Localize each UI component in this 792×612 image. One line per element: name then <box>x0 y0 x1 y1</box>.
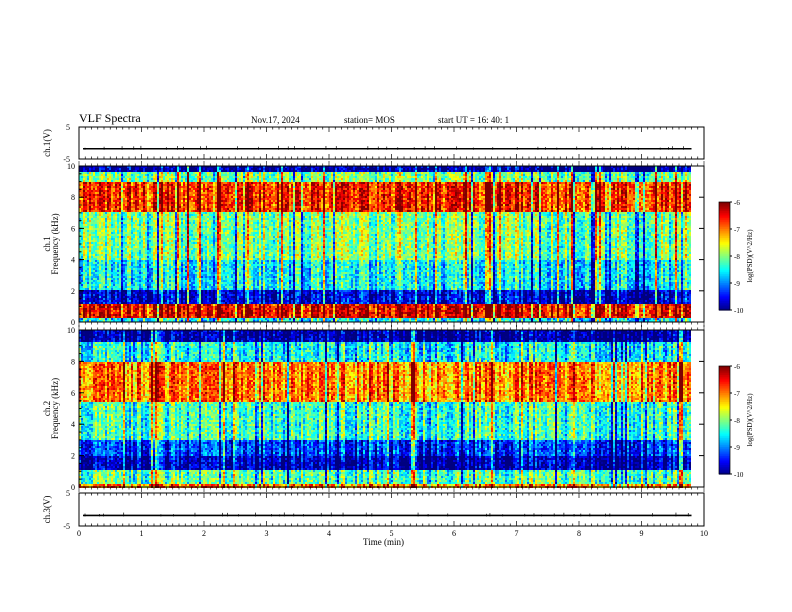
x-tick-label: 10 <box>700 529 708 538</box>
ch1-waveform-ytick: -5 <box>63 155 70 164</box>
ch2-colorbar-tick: -10 <box>734 471 744 479</box>
x-tick-label: 0 <box>77 529 81 538</box>
ch2-ytick-label: 6 <box>71 389 75 398</box>
ch1-colorbar-tick: -10 <box>734 307 744 315</box>
x-tick-label: 1 <box>140 529 144 538</box>
ch1-waveform-label: ch.1(V) <box>42 129 52 157</box>
ch1-ytick-label: 4 <box>71 256 75 265</box>
x-tick-label: 4 <box>327 529 331 538</box>
station-label: station= MOS <box>344 115 395 125</box>
x-tick-label: 5 <box>390 529 394 538</box>
date-label: Nov.17, 2024 <box>251 115 300 125</box>
ch2-ytick-label: 0 <box>71 483 75 492</box>
ch1-channel-label: ch.1 <box>42 236 52 251</box>
ch2-channel-label: ch.2 <box>42 401 52 416</box>
ch1-colorbar-tick: -8 <box>734 253 740 261</box>
ch2-ytick-label: 10 <box>67 326 75 335</box>
ch1-frequency-axis-label: Frequency (kHz) <box>50 213 60 274</box>
spectrogram-ch1 <box>79 166 691 322</box>
ch1-colorbar-tick: -6 <box>734 199 740 207</box>
x-tick-label: 9 <box>640 529 644 538</box>
ch1-ytick-label: 8 <box>71 193 75 202</box>
ch3-waveform-ytick: 5 <box>66 489 70 498</box>
ch2-colorbar-tick: -7 <box>734 390 740 398</box>
ch1-waveform-ytick: 5 <box>66 123 70 132</box>
ch2-colorbar-tick: -9 <box>734 444 740 452</box>
ch3-waveform-label: ch.3(V) <box>42 496 52 524</box>
ch1-ytick-label: 2 <box>71 287 75 296</box>
ch2-frequency-axis-label: Frequency (kHz) <box>50 378 60 439</box>
spectrogram-ch2 <box>79 330 691 488</box>
chart-title: VLF Spectra <box>79 111 141 126</box>
ch1-ytick-label: 10 <box>67 162 75 171</box>
ch3-waveform-ytick: -5 <box>63 522 70 531</box>
ch2-colorbar-label: log(PSD)(V^2/Hz) <box>746 393 754 447</box>
ch2-colorbar <box>719 366 730 475</box>
x-axis-label: Time (min) <box>363 537 404 547</box>
ch2-ytick-label: 2 <box>71 452 75 461</box>
x-tick-label: 6 <box>452 529 456 538</box>
ch1-colorbar <box>719 202 730 311</box>
x-tick-label: 8 <box>577 529 581 538</box>
ch2-colorbar-tick: -6 <box>734 363 740 371</box>
ch1-colorbar-tick: -9 <box>734 280 740 288</box>
start-time-label: start UT = 16: 40: 1 <box>438 115 509 125</box>
ch1-colorbar-label: log(PSD)(V^2/Hz) <box>746 229 754 283</box>
x-tick-label: 7 <box>515 529 519 538</box>
ch1-ytick-label: 0 <box>71 318 75 327</box>
ch2-ytick-label: 8 <box>71 357 75 366</box>
x-tick-label: 2 <box>202 529 206 538</box>
ch1-colorbar-tick: -7 <box>734 226 740 234</box>
ch1-ytick-label: 6 <box>71 224 75 233</box>
ch2-ytick-label: 4 <box>71 420 75 429</box>
ch2-colorbar-tick: -8 <box>734 417 740 425</box>
x-tick-label: 3 <box>265 529 269 538</box>
